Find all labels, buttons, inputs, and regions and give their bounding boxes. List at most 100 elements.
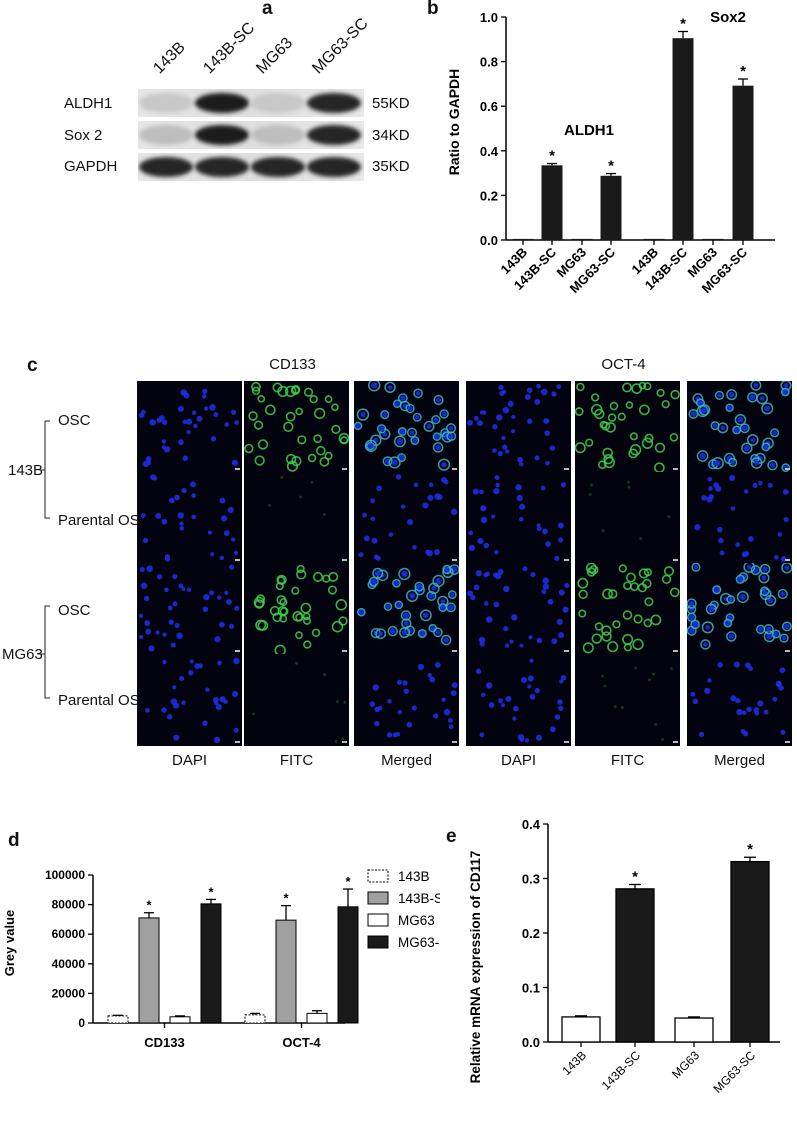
- scale-bar: [785, 741, 790, 743]
- nucleus-dot: [138, 412, 145, 418]
- fitc-cell: [629, 582, 639, 592]
- nucleus-dot: [529, 693, 536, 700]
- nucleus-dot: [371, 537, 378, 544]
- nucleus-dot: [692, 698, 699, 705]
- nucleus-dot: [773, 631, 779, 637]
- fitc-cell: [324, 451, 333, 460]
- nucleus-dot: [224, 590, 229, 595]
- fitc-cell: [591, 633, 602, 644]
- scale-bar: [785, 468, 790, 470]
- nucleus-dot: [485, 616, 493, 623]
- nucleus-dot: [202, 394, 207, 399]
- fitc-cell: [311, 628, 321, 637]
- fitc-cell: [285, 453, 297, 465]
- nucleus-dot: [358, 609, 365, 615]
- nucleus-dot: [415, 391, 421, 396]
- nucleus-dot: [232, 691, 239, 698]
- fitc-cell: [631, 383, 643, 395]
- fitc-cell: [590, 393, 600, 402]
- nucleus-dot: [522, 566, 528, 572]
- nucleus-dot: [483, 542, 490, 549]
- nucleus-dot: [397, 710, 403, 715]
- bar: [138, 917, 160, 1024]
- nucleus-dot: [708, 486, 713, 491]
- nucleus-dot: [717, 393, 722, 398]
- merged-cell: [696, 450, 709, 462]
- nucleus-dot: [743, 489, 749, 494]
- nucleus-dot: [450, 592, 455, 597]
- nucleus-dot: [764, 405, 771, 412]
- fitc-cell: [248, 411, 258, 421]
- merged-cell: [743, 563, 756, 573]
- fitc-cell: [295, 407, 304, 416]
- nucleus-dot: [690, 691, 696, 697]
- nucleus-dot: [541, 589, 547, 595]
- nucleus-dot: [233, 550, 239, 556]
- fitc-cell: [601, 625, 612, 636]
- fitc-cell: [295, 661, 299, 665]
- merged-cell: [726, 631, 737, 642]
- fitc-cell: [607, 413, 617, 422]
- nucleus-dot: [691, 621, 699, 628]
- nucleus-dot: [496, 414, 503, 421]
- fitc-cell: [588, 493, 592, 497]
- fitc-cell: [643, 568, 652, 577]
- nucleus-dot: [196, 415, 203, 422]
- y-tick-label: 60000: [52, 927, 86, 941]
- merged-cell: [781, 621, 792, 632]
- fitc-cell: [654, 462, 665, 473]
- fitc-cell: [632, 638, 644, 651]
- chart-b: Ratio to GAPDH ALDH1 Sox2 0.0 0.2 0.4 0.6 0.…: [446, 9, 775, 296]
- merged-cell: [767, 459, 778, 471]
- merged-cell: [419, 609, 432, 622]
- nucleus-dot: [467, 419, 473, 426]
- fitc-cell: [588, 565, 599, 575]
- significance-marker: *: [680, 15, 686, 32]
- y-tick-label: 0.2: [522, 926, 540, 941]
- nucleus-dot: [139, 566, 145, 573]
- scale-bar: [452, 559, 457, 561]
- nucleus-dot: [741, 425, 748, 432]
- fitc-cell: [586, 567, 597, 577]
- scale-bar: [452, 741, 457, 743]
- bar: [512, 238, 534, 241]
- fitc-cell: [283, 421, 294, 433]
- nucleus-dot: [562, 606, 569, 613]
- nucleus-dot: [144, 620, 151, 627]
- nucleus-dot: [223, 530, 230, 537]
- nucleus-dot: [558, 705, 564, 711]
- nucleus-dot: [719, 550, 725, 556]
- nucleus-dot: [536, 637, 543, 644]
- fitc-cell: [601, 529, 605, 533]
- nucleus-dot: [772, 430, 778, 436]
- fitc-cell: [269, 605, 280, 616]
- nucleus-dot: [155, 513, 162, 519]
- merged-cell: [412, 412, 422, 422]
- nucleus-dot: [557, 699, 563, 705]
- nucleus-dot: [428, 593, 435, 599]
- nucleus-dot: [443, 708, 451, 716]
- fitc-cell: [275, 582, 284, 591]
- nucleus-dot: [188, 669, 194, 676]
- fitc-cell: [600, 674, 604, 678]
- fitc-cell: [582, 642, 594, 654]
- merged-cell: [723, 618, 733, 628]
- nucleus-dot: [213, 412, 219, 417]
- nucleus-dot: [149, 419, 156, 426]
- micrograph-image: [575, 563, 680, 655]
- nucleus-dot: [704, 687, 711, 695]
- nucleus-dot: [156, 574, 163, 580]
- nucleus-dot: [189, 481, 197, 488]
- nucleus-dot: [205, 687, 210, 692]
- nucleus-dot: [221, 515, 228, 522]
- fitc-cell: [576, 382, 585, 392]
- nucleus-dot: [177, 512, 184, 519]
- fitc-cell: [623, 581, 632, 590]
- nucleus-dot: [762, 443, 769, 450]
- bar: [541, 165, 563, 240]
- legend-label: 143B-SC: [398, 891, 440, 906]
- merged-cell: [399, 627, 410, 639]
- nucleus-dot: [400, 504, 406, 509]
- micrograph-cells: [141, 474, 240, 562]
- scale-bar: [235, 468, 240, 470]
